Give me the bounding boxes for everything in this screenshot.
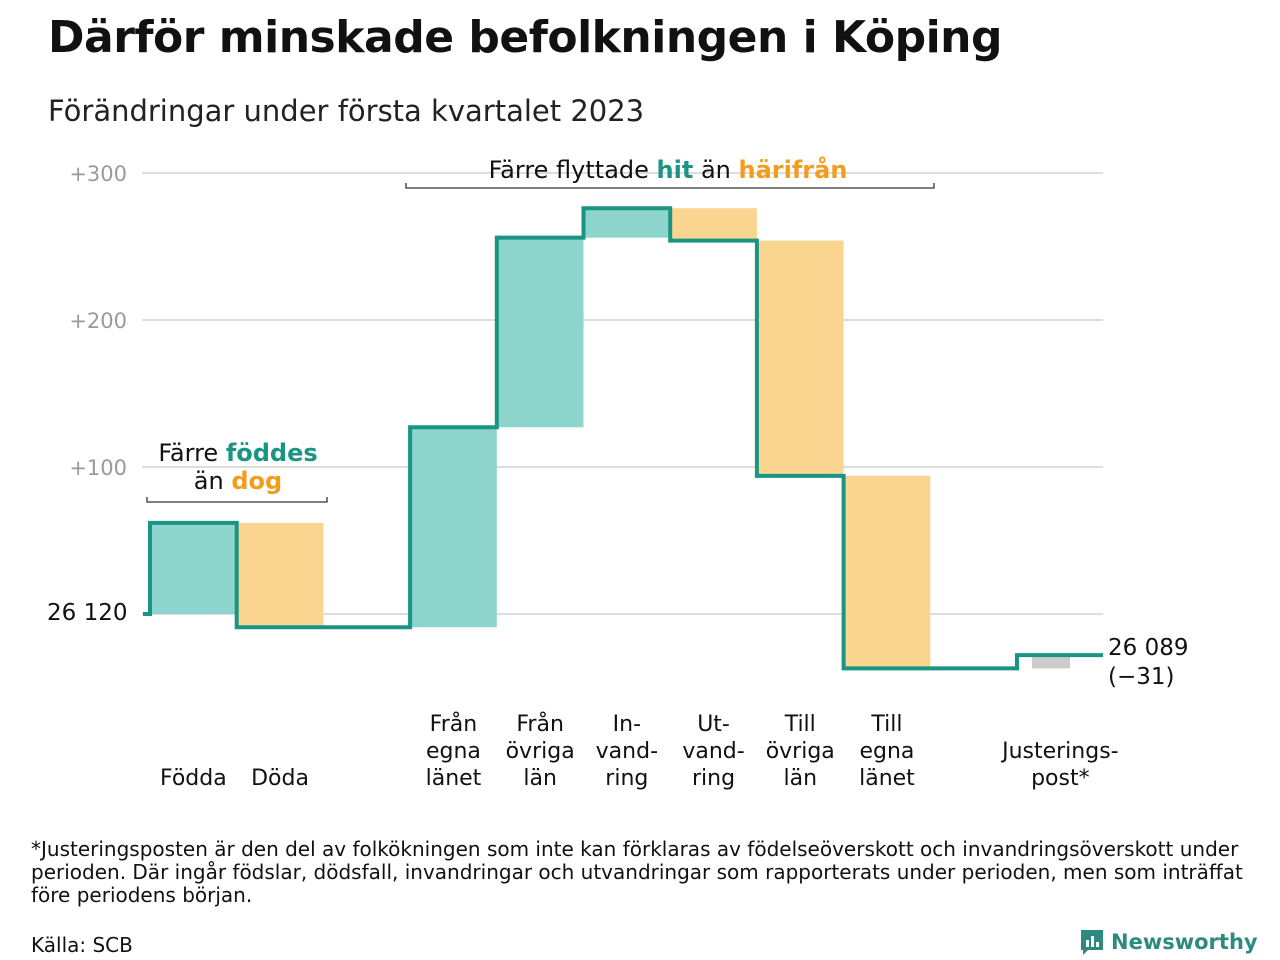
category-label: övriga [766, 739, 835, 764]
y-tick-label: +300 [69, 162, 127, 186]
category-label: län [523, 766, 557, 791]
annotation-bracket-migration [405, 183, 935, 189]
waterfall-bar [236, 522, 324, 628]
category-label: egna [859, 739, 914, 764]
waterfall-bar [410, 427, 497, 628]
category-label: ring [605, 766, 648, 791]
category-label: län [783, 766, 817, 791]
category-label: In- [613, 712, 641, 737]
chart-subtitle: Förändringar under första kvartalet 2023 [48, 94, 645, 128]
annotation-births-deaths-line2: än dog [194, 467, 282, 495]
category-label: Döda [251, 766, 309, 791]
waterfall-bar [670, 208, 757, 241]
brand-name: Newsworthy [1111, 930, 1258, 954]
category-label: vand- [682, 739, 744, 764]
waterfall-bar [583, 208, 671, 238]
category-label: länet [859, 766, 915, 791]
newsworthy-logo-icon [1081, 930, 1103, 955]
cumulative-step-line [143, 206, 1103, 671]
category-label: Från [516, 711, 564, 737]
category-label: Till [784, 712, 816, 737]
waterfall-bar [843, 475, 931, 669]
category-label: vand- [596, 739, 658, 764]
waterfall-bar [1032, 655, 1070, 669]
category-label: Justerings- [1000, 739, 1119, 764]
category-label: ring [692, 766, 735, 791]
category-label: egna [426, 739, 481, 764]
chart-title: Därför minskade befolkningen i Köping [48, 12, 1002, 63]
y-tick-label: +200 [69, 309, 127, 333]
waterfall-bar [496, 237, 584, 428]
y-tick-label: +100 [69, 456, 127, 480]
annotation-migration: Färre flyttade hit än härifrån [489, 155, 848, 184]
annotation-births-deaths-line1: Färre föddes [158, 439, 317, 467]
category-label: Till [870, 712, 902, 737]
brand[interactable]: Newsworthy [1079, 928, 1258, 956]
annotation-bracket-births-deaths [146, 497, 328, 503]
source: Källa: SCB [31, 933, 133, 957]
category-label: Födda [160, 766, 227, 791]
end-change-label: (−31) [1108, 664, 1174, 690]
start-value-label: 26 120 [47, 600, 127, 626]
end-value-label: 26 089 [1108, 635, 1188, 661]
footnote: *Justeringsposten är den del av folkökni… [31, 837, 1243, 907]
waterfall-bar [756, 240, 844, 476]
category-label: Från [430, 711, 478, 737]
category-label: Ut- [697, 712, 730, 737]
category-label: övriga [506, 739, 575, 764]
waterfall-bar [150, 522, 237, 614]
category-label: post* [1031, 766, 1090, 791]
category-label: länet [426, 766, 482, 791]
